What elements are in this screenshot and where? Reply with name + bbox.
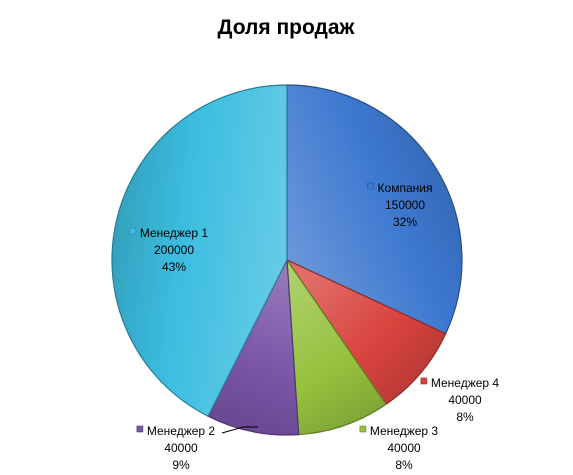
- data-label-percent: 43%: [162, 260, 186, 274]
- legend-key-icon: [129, 227, 137, 235]
- pie-slice-2: [285, 258, 447, 406]
- pie-slice-3: [286, 257, 387, 436]
- chart-title: Доля продаж: [218, 16, 356, 39]
- data-label-2: Менеджер 4 40000 8%: [420, 376, 500, 424]
- data-label-percent: 8%: [456, 410, 474, 424]
- data-label-1: Компания 150000 32%: [367, 181, 433, 229]
- data-label-category: Менеджер 4: [431, 376, 500, 390]
- data-label-value: 150000: [385, 198, 425, 212]
- data-label-value: 200000: [154, 243, 194, 257]
- leader-line: [221, 426, 258, 434]
- data-label-percent: 32%: [393, 215, 417, 229]
- data-label-value: 40000: [387, 441, 421, 455]
- data-label-percent: 9%: [172, 458, 190, 472]
- legend-key-icon: [136, 425, 144, 433]
- data-label-3: Менеджер 3 40000 8%: [359, 424, 439, 472]
- pie-slice-1: [286, 84, 463, 335]
- data-label-percent: 8%: [395, 458, 413, 472]
- data-label-category: Менеджер 3: [370, 424, 439, 438]
- legend-key-icon: [420, 377, 428, 385]
- pie-slice-5: [111, 84, 288, 417]
- leader-lines: [221, 426, 258, 434]
- data-label-category: Менеджер 2: [147, 424, 216, 438]
- pie-slice-4: [207, 257, 300, 436]
- data-label-value: 40000: [164, 441, 198, 455]
- legend-key-icon: [359, 425, 367, 433]
- data-label-value: 40000: [448, 393, 482, 407]
- data-label-category: Менеджер 1: [140, 226, 209, 240]
- data-label-category: Компания: [378, 181, 433, 195]
- pie-slices: [111, 84, 463, 436]
- legend-key-icon: [367, 182, 374, 190]
- data-label-4: Менеджер 2 40000 9%: [136, 424, 216, 472]
- data-label-5: Менеджер 1 200000 43%: [129, 226, 209, 274]
